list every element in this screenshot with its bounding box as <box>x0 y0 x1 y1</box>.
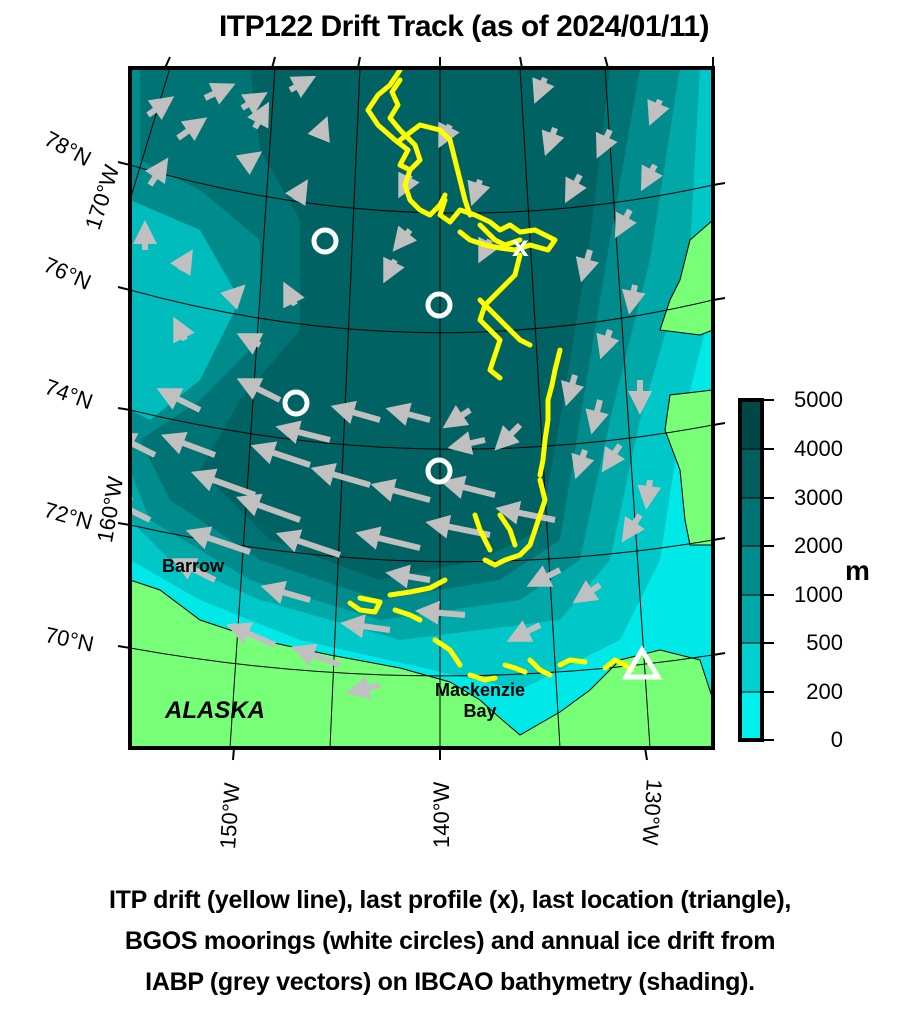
colorbar-tick-2000: 2000 <box>794 533 843 558</box>
colorbar-tick-1000: 1000 <box>794 582 843 607</box>
itp-drift-track <box>347 68 635 683</box>
lon-label-140w: 140°W <box>429 781 454 848</box>
colorbar-tick-5000: 5000 <box>794 387 843 412</box>
lon-label-130w: 130°W <box>637 778 667 847</box>
last-location-marker <box>621 645 663 680</box>
ice-drift-vectors <box>130 75 670 700</box>
lon-label-150w: 150°W <box>215 781 245 850</box>
place-mackenzie-line2: Bay <box>463 701 497 721</box>
place-mackenzie-line1: Mackenzie <box>434 680 526 700</box>
map-area: x <box>130 68 713 748</box>
bgos-moorings <box>282 227 453 485</box>
place-alaska: ALASKA <box>165 697 265 724</box>
colorbar-tick-200: 200 <box>806 679 843 704</box>
colorbar-tick-0: 0 <box>830 727 843 752</box>
colorbar-tick-4000: 4000 <box>794 436 843 461</box>
colorbar <box>738 398 774 742</box>
colorbar-unit: m <box>845 555 870 586</box>
caption-line-3: IABP (grey vectors) on IBCAO bathymetry … <box>145 968 755 996</box>
place-mackenzie-bay: Mackenzie Bay <box>420 680 540 722</box>
caption-line-1: ITP drift (yellow line), last profile (x… <box>108 886 791 914</box>
map-frame <box>128 66 715 750</box>
last-profile-marker: x <box>512 230 529 263</box>
chart-title: ITP122 Drift Track (as of 2024/01/11) <box>218 10 710 43</box>
colorbar-tick-3000: 3000 <box>794 485 843 510</box>
caption-line-2: BGOS moorings (white circles) and annual… <box>124 927 776 955</box>
place-barrow: Barrow <box>162 556 225 576</box>
figure-caption: ITP drift (yellow line), last profile (x… <box>0 880 900 1003</box>
colorbar-tick-500: 500 <box>806 630 843 655</box>
